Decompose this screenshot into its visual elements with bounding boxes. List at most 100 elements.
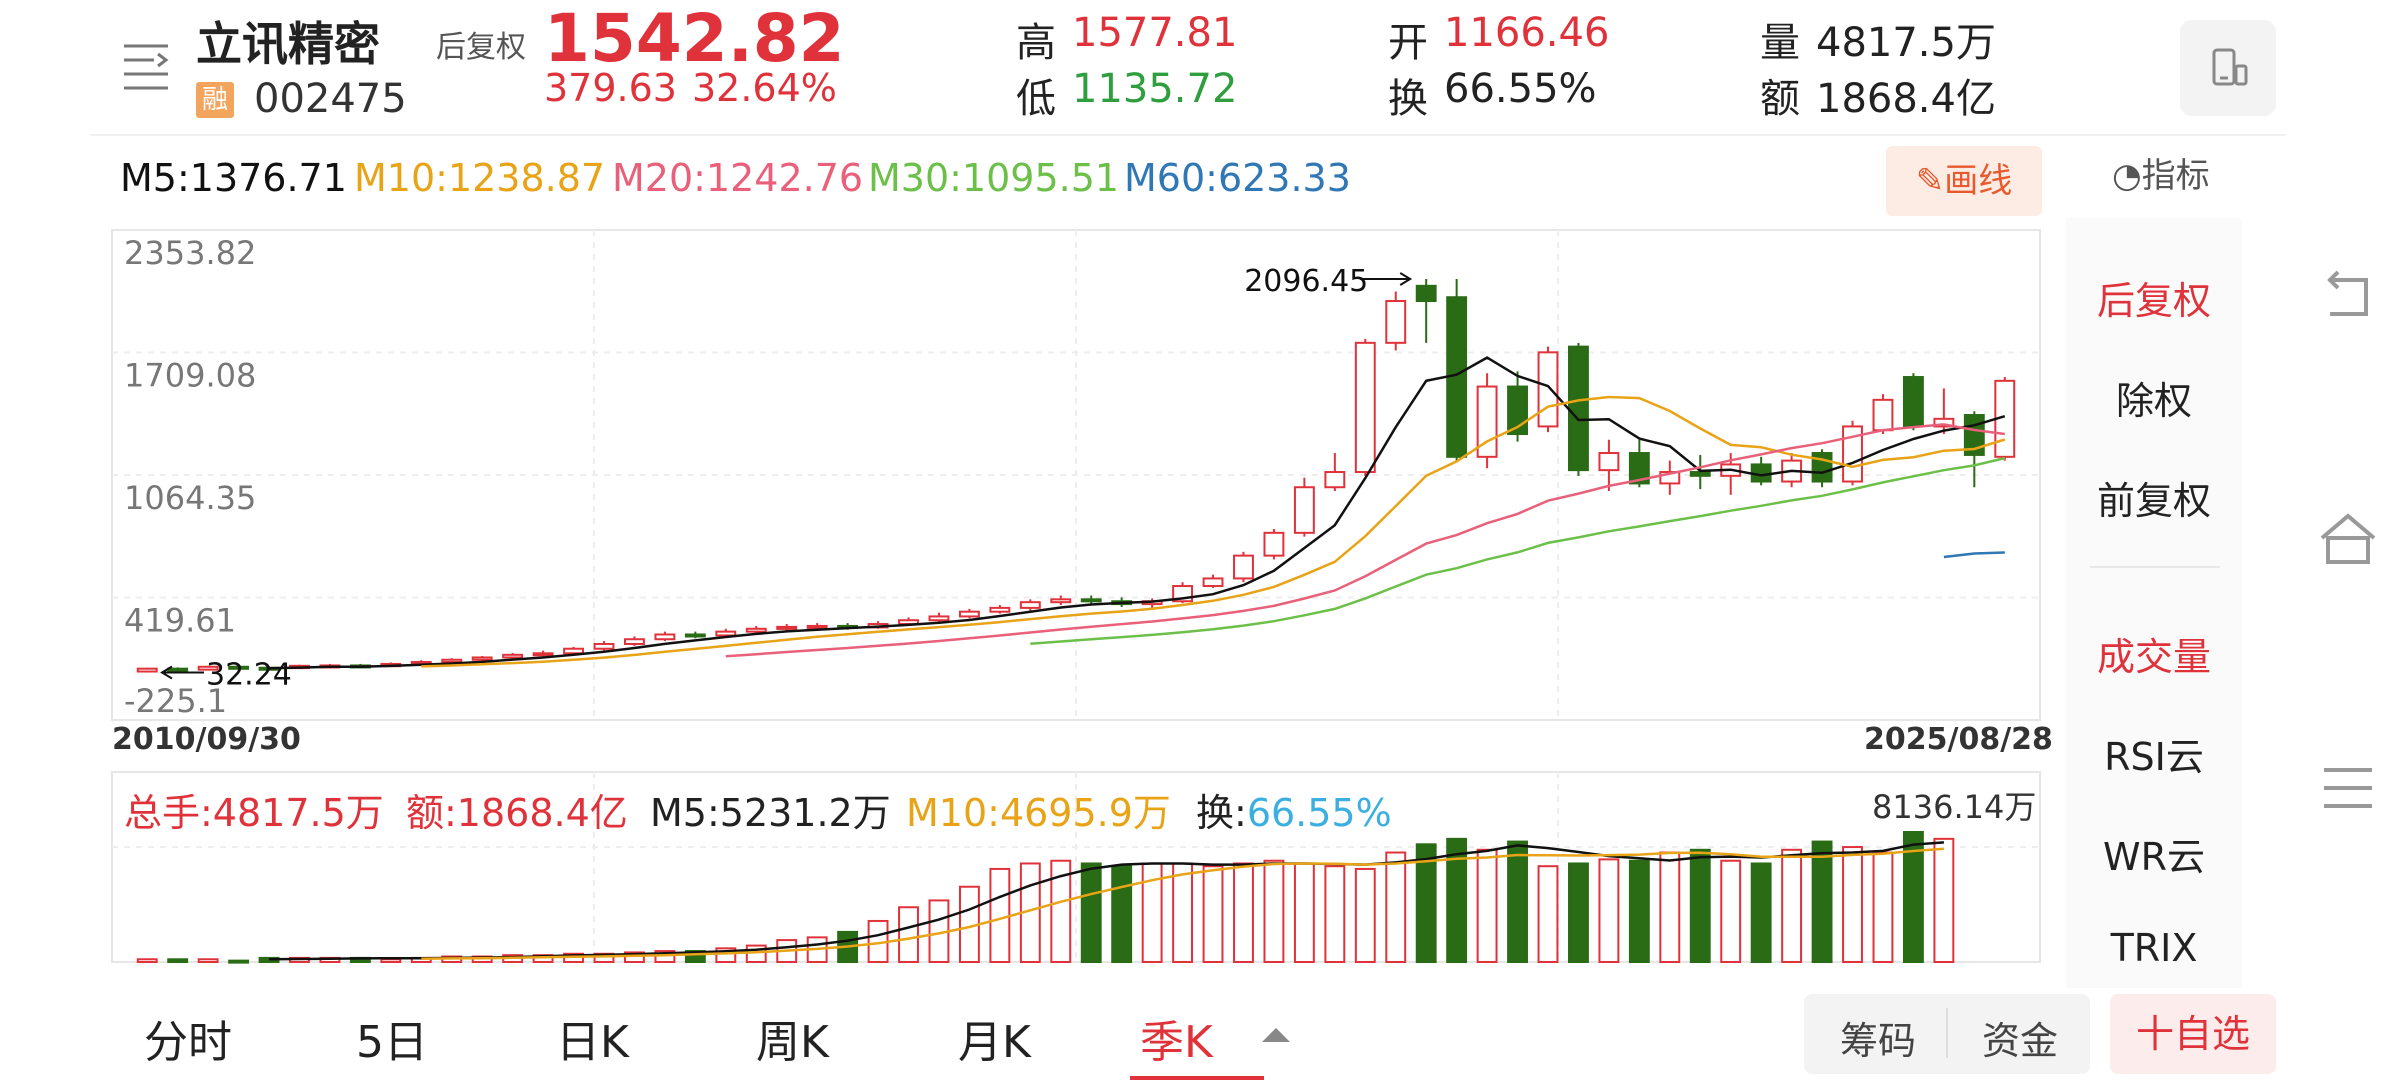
ma5-line xyxy=(268,356,2006,670)
volume-bar xyxy=(1568,862,1589,964)
y-tick-label: 2353.82 xyxy=(124,234,256,272)
landscape-toggle-button[interactable] xyxy=(2180,20,2276,116)
stock-code: 002475 xyxy=(254,76,407,122)
candle-body xyxy=(1415,284,1437,303)
price-change-pct: 32.64% xyxy=(692,66,837,110)
tab-quarterly-k[interactable]: 季K xyxy=(1140,1017,1213,1068)
fund-flow-button[interactable]: 资金 xyxy=(1982,1019,2059,1063)
volume-bar xyxy=(197,958,219,964)
low-label: 低 xyxy=(1016,76,1056,122)
volume-bar xyxy=(1659,851,1681,963)
tab-5day[interactable]: 5日 xyxy=(356,1017,428,1068)
candle-body xyxy=(928,615,950,622)
candle-body xyxy=(1659,471,1681,485)
candle-body xyxy=(502,653,524,659)
add-watchlist-button[interactable]: 十自选 xyxy=(2110,994,2276,1074)
volume-bar xyxy=(1050,859,1072,963)
candle-body xyxy=(167,667,189,672)
y-tick-label: 1064.35 xyxy=(124,479,256,517)
candle-body xyxy=(1689,471,1711,477)
draw-line-button[interactable]: ✎画线 xyxy=(1886,146,2042,216)
back-icon[interactable] xyxy=(2316,266,2380,330)
candle-body xyxy=(1842,425,1863,483)
volume-bar xyxy=(1385,851,1407,963)
volume-bar xyxy=(1750,862,1772,964)
amount-label: 额 xyxy=(1760,76,1800,122)
volume-bar xyxy=(1233,862,1254,964)
volume-value: 4817.5万 xyxy=(1816,20,1996,66)
volume-bar xyxy=(1781,848,1803,964)
volume-max-label: 8136.14万 xyxy=(1872,788,2037,826)
volume-bar xyxy=(1415,843,1437,964)
ma60-label: M60:623.33 xyxy=(1124,156,1351,200)
x-start-date: 2010/09/30 xyxy=(112,722,301,757)
tab-more-arrow-icon[interactable] xyxy=(1262,1028,1290,1042)
volume-bar xyxy=(1598,858,1620,963)
menu-icon[interactable] xyxy=(118,40,174,92)
candle-body xyxy=(1568,345,1589,472)
header-divider xyxy=(90,134,2286,136)
volume-bar xyxy=(1446,837,1468,963)
volume-bar xyxy=(1507,840,1528,963)
volume-bar xyxy=(898,906,919,964)
candle-body xyxy=(563,647,584,655)
price-change: 379.63 xyxy=(544,66,677,110)
volume-bar xyxy=(136,958,158,964)
volume-bar xyxy=(1354,867,1376,964)
ma30-line xyxy=(1030,456,2006,646)
turnover-pct: 66.55% xyxy=(1246,791,1392,835)
candle-body xyxy=(776,625,798,630)
chip-separator xyxy=(1946,1008,1948,1058)
side-item-backward-adjust[interactable]: 后复权 xyxy=(2096,279,2211,323)
margin-badge: 融 xyxy=(196,82,234,118)
tab-daily-k[interactable]: 日K xyxy=(556,1017,629,1068)
ma5-label: M5:1376.71 xyxy=(120,156,347,200)
volume-bar xyxy=(1202,865,1224,963)
side-item-volume[interactable]: 成交量 xyxy=(2096,635,2211,679)
candle-body xyxy=(715,630,737,637)
side-item-forward-adjust[interactable]: 前复权 xyxy=(2096,479,2211,523)
candle-body xyxy=(806,624,828,629)
candle-body xyxy=(654,633,676,641)
amount-value: 1868.4亿 xyxy=(1816,76,1996,122)
candle-body xyxy=(1507,385,1528,436)
chip-distribution-button[interactable]: 筹码 xyxy=(1840,1019,1917,1063)
ma30-label: M30:1095.51 xyxy=(868,156,1120,200)
high-value: 1577.81 xyxy=(1072,10,1238,56)
volume-bar xyxy=(1902,831,1924,963)
home-icon[interactable] xyxy=(2316,508,2380,572)
volume-m10-label: M10:4695.9万 xyxy=(906,791,1171,835)
volume-m5-label: M5:5231.2万 xyxy=(650,791,891,835)
side-item-rsi[interactable]: RSI云 xyxy=(2104,735,2204,779)
candle-body xyxy=(1354,341,1376,474)
candle-body xyxy=(1050,598,1072,604)
side-item-trix[interactable]: TRIX xyxy=(2110,926,2198,970)
volume-bar xyxy=(1080,862,1102,964)
candle-body xyxy=(532,652,554,657)
volume-turnover-label: 换:66.55% xyxy=(1196,782,1392,837)
stock-name: 立讯精密 xyxy=(196,17,380,71)
tab-intraday[interactable]: 分时 xyxy=(144,1017,232,1068)
candle-body xyxy=(1872,398,1894,432)
recent-apps-icon[interactable] xyxy=(2316,756,2380,820)
tab-monthly-k[interactable]: 月K xyxy=(958,1017,1031,1068)
candle-body xyxy=(1537,351,1559,428)
candle-body xyxy=(1080,598,1102,603)
candle-body xyxy=(1628,452,1650,485)
y-tick-label: 419.61 xyxy=(124,602,236,640)
candle-body xyxy=(1202,577,1224,588)
candle-body xyxy=(593,642,615,650)
adjust-label: 后复权 xyxy=(436,30,526,65)
indicator-button[interactable]: ◔指标 xyxy=(2112,148,2232,200)
side-item-ex-rights[interactable]: 除权 xyxy=(2115,379,2192,423)
candle-body xyxy=(1385,300,1407,344)
tab-weekly-k[interactable]: 周K xyxy=(756,1017,829,1068)
kline-chart[interactable]: 2353.82 1709.08 1064.35 419.61 -225.1 2096.45… xyxy=(0,0,2400,1000)
volume-bar xyxy=(1537,865,1559,963)
volume-bar xyxy=(1720,859,1742,963)
turnover-prefix: 换: xyxy=(1196,791,1247,835)
ma10-label: M10:1238.87 xyxy=(354,156,606,200)
side-item-wr[interactable]: WR云 xyxy=(2103,835,2205,879)
candle-body xyxy=(958,610,980,618)
